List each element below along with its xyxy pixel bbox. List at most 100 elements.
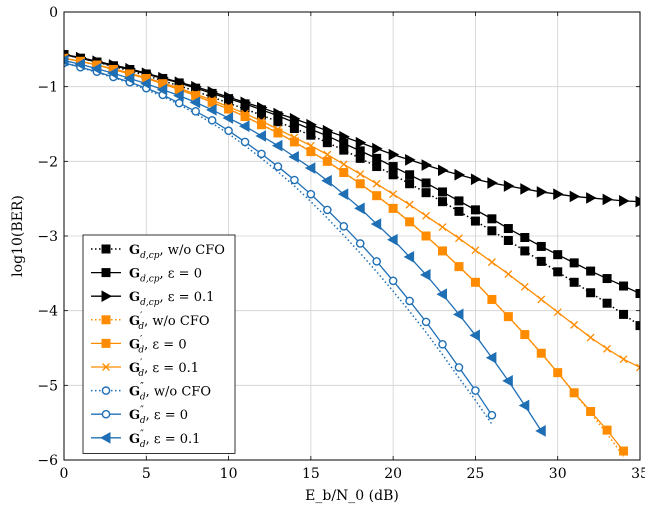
data-point <box>206 103 217 116</box>
data-point <box>273 125 282 134</box>
data-point <box>422 211 431 220</box>
data-point <box>191 80 202 93</box>
data-point <box>101 315 111 325</box>
legend-label: G″ d, ε = 0 <box>129 405 188 426</box>
data-point <box>452 308 464 321</box>
data-point <box>355 153 365 163</box>
legend-entry: G″ d, ε = 0 <box>91 405 188 426</box>
data-point <box>454 168 466 181</box>
series-line <box>64 62 493 425</box>
data-point <box>470 205 480 215</box>
data-point <box>503 180 515 192</box>
data-point <box>241 109 249 118</box>
y-tick-label: −1 <box>37 80 58 96</box>
data-point <box>405 153 416 166</box>
legend-entry: G′ d, ε = 0 <box>91 334 187 355</box>
data-point <box>224 102 233 111</box>
data-point <box>372 142 383 155</box>
data-point <box>420 268 431 281</box>
legend-entry: G′ d, ε = 0.1 <box>91 358 199 379</box>
data-point <box>569 388 579 398</box>
data-point <box>101 409 111 419</box>
data-point <box>421 159 433 171</box>
data-point <box>520 183 531 195</box>
data-point <box>290 133 299 142</box>
data-point <box>339 130 350 143</box>
data-point <box>370 218 382 230</box>
data-point <box>355 179 365 189</box>
data-point <box>438 246 448 256</box>
data-point <box>240 112 250 122</box>
data-point <box>586 288 596 298</box>
data-point <box>207 86 219 98</box>
data-point <box>405 179 415 189</box>
data-point <box>372 153 382 163</box>
data-point <box>553 308 562 317</box>
data-point <box>240 137 250 147</box>
data-point <box>553 188 564 201</box>
y-tick-label: 0 <box>49 5 58 21</box>
data-point <box>487 177 498 189</box>
data-point <box>536 241 546 251</box>
data-point <box>635 288 640 298</box>
data-point <box>487 410 497 420</box>
x-tick-label: 25 <box>467 466 485 482</box>
data-point <box>454 262 464 272</box>
data-point <box>323 205 332 215</box>
data-point <box>102 363 110 371</box>
x-axis-label: E_b/N_0 (dB) <box>305 488 399 504</box>
data-point <box>504 270 513 279</box>
data-point <box>619 195 630 207</box>
y-axis-label: log10(BER) <box>10 195 26 277</box>
data-point <box>191 107 200 116</box>
legend-entry: Gd,cp, ε = 0 <box>91 267 202 285</box>
data-point <box>503 312 513 322</box>
data-point <box>224 126 233 136</box>
data-point <box>520 232 530 242</box>
data-point <box>421 231 431 241</box>
data-point <box>536 256 546 266</box>
data-point <box>535 425 546 437</box>
legend-label: Gd,cp, ε = 0.1 <box>129 290 214 308</box>
y-tick-label: −6 <box>37 453 58 469</box>
data-point <box>257 117 266 125</box>
data-point <box>421 317 431 327</box>
data-point <box>603 344 612 353</box>
data-point <box>636 363 640 372</box>
data-point <box>322 156 332 166</box>
x-tick-label: 5 <box>142 466 151 482</box>
data-point <box>388 162 398 172</box>
data-point <box>389 190 398 199</box>
legend: Gd,cp, w/o CFO Gd,cp, ε = 0 Gd,cp, ε = 0.1… <box>82 234 236 454</box>
data-point <box>485 351 497 364</box>
legend-label: Gd,cp, ε = 0 <box>129 267 202 285</box>
data-point <box>471 246 480 255</box>
legend-label: Gd,cp, w/o CFO <box>129 243 225 261</box>
data-point <box>387 233 398 246</box>
data-point <box>537 295 546 304</box>
data-point <box>602 193 614 206</box>
series-6 <box>64 62 493 425</box>
legend-entry: G″ d, ε = 0.1 <box>91 429 200 450</box>
data-point <box>553 267 563 277</box>
data-point <box>222 112 234 124</box>
series-7 <box>64 58 497 420</box>
data-point <box>635 195 640 208</box>
data-point <box>207 115 217 125</box>
x-tick-label: 20 <box>384 466 402 482</box>
data-point <box>602 425 612 435</box>
data-point <box>438 339 447 349</box>
legend-label: G′ d, ε = 0 <box>129 334 187 355</box>
data-point <box>569 190 581 203</box>
data-point <box>469 329 480 342</box>
data-point <box>503 235 513 245</box>
data-point <box>470 216 480 226</box>
data-point <box>123 72 135 85</box>
x-tick-label: 15 <box>302 466 320 482</box>
data-point <box>99 431 111 444</box>
data-point <box>421 188 431 198</box>
data-point <box>586 406 596 416</box>
data-point <box>290 175 299 185</box>
data-point <box>436 288 448 301</box>
